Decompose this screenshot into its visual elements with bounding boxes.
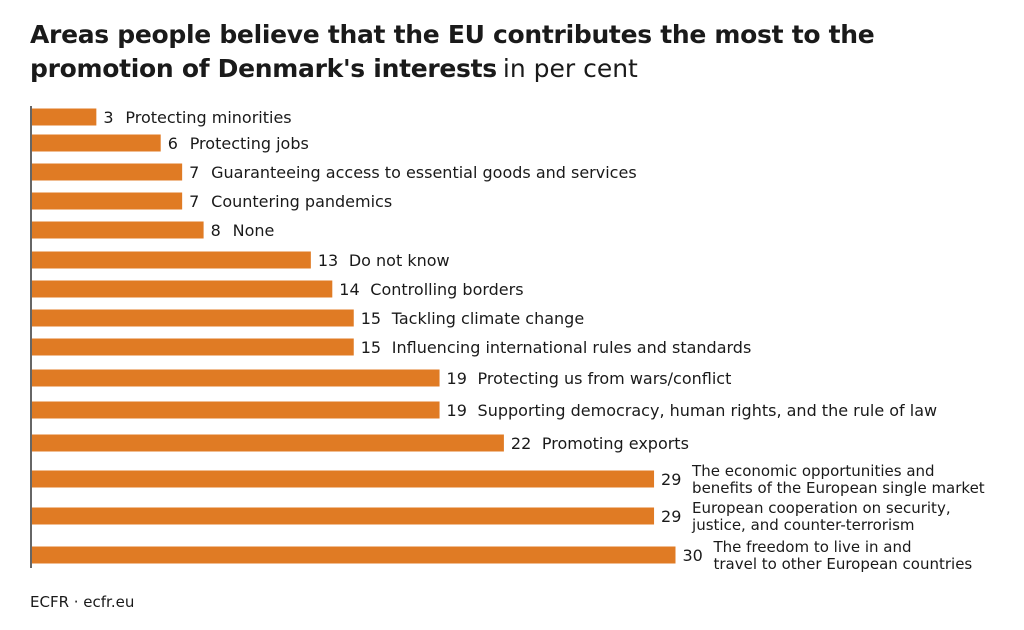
bar [32, 309, 354, 327]
category-label: None [233, 221, 275, 240]
bar [32, 369, 440, 387]
category-label: travel to other European countries [714, 555, 973, 573]
bar-value-label: 15 [361, 309, 381, 328]
bar-value-label: 19 [447, 369, 467, 388]
bar [32, 251, 311, 269]
bar-value-label: 13 [318, 251, 338, 270]
bar-value-label: 30 [683, 546, 703, 565]
bar [32, 221, 204, 239]
bar [32, 280, 333, 298]
category-label: benefits of the European single market [692, 479, 985, 497]
category-label: Guaranteeing access to essential goods a… [211, 163, 637, 182]
bar-value-label: 7 [189, 163, 199, 182]
chart-title-unit: in per cent [502, 54, 638, 83]
category-label: European cooperation on security, [692, 499, 951, 517]
category-label: justice, and counter-terrorism [691, 516, 915, 534]
category-label: Tackling climate change [391, 309, 584, 328]
bar-value-label: 29 [661, 507, 681, 526]
category-label: The freedom to live in and [713, 538, 912, 556]
bar [32, 434, 504, 452]
category-label: Promoting exports [542, 434, 689, 453]
chart-title-text: Areas people believe that the EU contrib… [30, 20, 875, 83]
category-label: Protecting jobs [190, 134, 309, 153]
category-label: Supporting democracy, human rights, and … [478, 401, 938, 420]
category-label: The economic opportunities and [691, 462, 935, 480]
bar-value-label: 19 [447, 401, 467, 420]
category-label: Countering pandemics [211, 192, 392, 211]
bar [32, 192, 183, 210]
bar [32, 546, 676, 564]
bar-value-label: 7 [189, 192, 199, 211]
bar [32, 401, 440, 419]
bar [32, 134, 161, 152]
bar [32, 470, 655, 488]
chart-title: Areas people believe that the EU contrib… [30, 18, 990, 86]
category-label: Influencing international rules and stan… [392, 338, 752, 357]
source-credit: ECFR · ecfr.eu [30, 593, 135, 611]
bar-value-label: 15 [361, 338, 381, 357]
category-label: Protecting minorities [125, 108, 291, 127]
bar [32, 338, 354, 356]
bar-value-label: 29 [661, 470, 681, 489]
bar [32, 507, 655, 525]
category-label: Protecting us from wars/conflict [478, 369, 732, 388]
bar-value-label: 14 [339, 280, 359, 299]
bar-value-label: 3 [103, 108, 113, 127]
bar [32, 163, 183, 181]
bar [32, 108, 97, 126]
category-label: Do not know [349, 251, 450, 270]
category-label: Controlling borders [370, 280, 523, 299]
bar-value-label: 22 [511, 434, 531, 453]
bar-value-label: 6 [168, 134, 178, 153]
bar-value-label: 8 [211, 221, 221, 240]
